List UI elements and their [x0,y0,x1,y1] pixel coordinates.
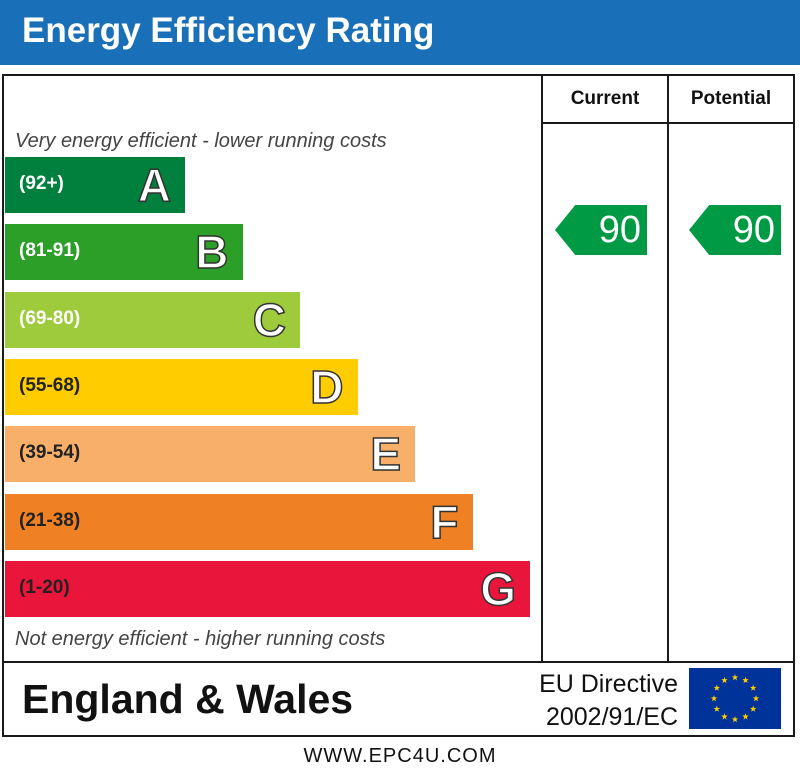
band-e: (39-54) E [5,426,415,483]
eu-star [749,684,757,691]
band-b: (81-91) B [5,224,243,281]
band-a: (92+) A [5,157,185,213]
rating-frame [2,74,795,737]
band-letter-label: F [430,495,460,548]
eu-star [710,695,718,702]
band-letter-label: D [310,360,345,413]
band-letter-label: G [479,562,516,615]
note-top: Very energy efficient - lower running co… [15,130,387,152]
eu-star [713,684,721,691]
eu-star [752,695,760,702]
eu-star [749,705,757,712]
page-title: Energy Efficiency Rating [22,11,435,50]
band-c: (69-80) C [5,291,300,348]
band-range-label: (55-68) [19,374,81,396]
footer-rule [2,661,795,663]
band-letter-label: C [252,293,287,346]
divider-potential [667,74,669,663]
current-rating-arrow: 90 [555,205,647,255]
website-label: WWW.EPC4U.COM [303,745,497,767]
eu-directive-number: 2002/91/EC [545,703,678,731]
eu-star [721,713,728,720]
column-potential-header: Potential [690,88,772,109]
eu-star [742,713,749,720]
eu-directive-label: EU Directive [539,670,678,698]
potential-rating-arrow: 90 [689,205,781,255]
header-bar: Energy Efficiency Rating [0,0,800,65]
eu-star [731,674,739,681]
band-d: (55-68) D [5,358,358,415]
band-letter-label: E [370,428,402,481]
divider-current [541,74,543,663]
band-letter-label: B [195,226,230,279]
eu-star [721,676,728,684]
band-g: (1-20) G [5,560,530,617]
band-range-label: (21-38) [19,509,81,531]
band-f: (21-38) F [5,493,473,550]
eu-star [742,676,749,684]
eu-star [713,705,721,712]
potential-rating-value: 90 [732,209,775,251]
region-label: England & Wales [22,676,354,722]
current-rating-value: 90 [598,209,641,251]
band-range-label: (1-20) [19,576,70,598]
band-range-label: (81-91) [19,240,81,262]
column-header-rule [541,122,795,124]
band-range-label: (92+) [19,173,64,194]
band-letter-label: A [137,159,172,211]
eu-flag-icon [689,668,781,729]
eu-star [731,716,739,723]
note-bottom: Not energy efficient - higher running co… [15,628,386,650]
band-range-label: (69-80) [19,307,81,329]
band-range-label: (39-54) [19,442,81,464]
column-current-header: Current [570,88,640,109]
